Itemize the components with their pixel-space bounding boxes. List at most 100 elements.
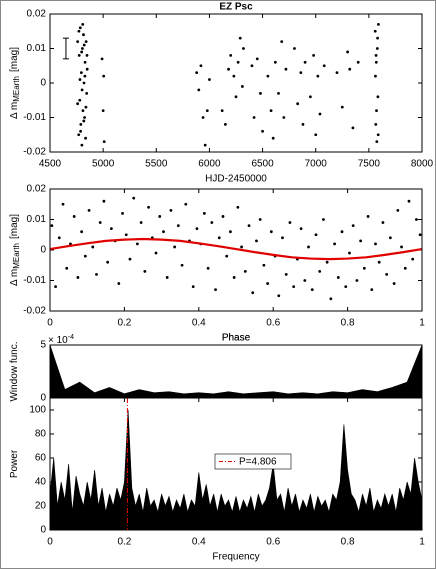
point bbox=[242, 47, 245, 50]
point bbox=[197, 88, 201, 92]
point bbox=[221, 215, 225, 218]
point bbox=[84, 105, 88, 109]
point bbox=[184, 202, 188, 206]
point bbox=[202, 212, 206, 215]
point bbox=[80, 50, 84, 54]
point bbox=[132, 196, 136, 200]
y-axis-label: Δ mMEarth [mag] bbox=[9, 214, 21, 286]
point bbox=[322, 64, 326, 68]
point bbox=[255, 239, 258, 243]
point bbox=[81, 22, 85, 26]
x-tick-label: 7000 bbox=[305, 159, 328, 170]
point bbox=[78, 26, 82, 30]
point bbox=[128, 257, 132, 261]
point bbox=[375, 140, 379, 144]
point bbox=[366, 215, 370, 218]
point bbox=[282, 116, 286, 119]
point bbox=[79, 123, 83, 126]
point bbox=[169, 208, 173, 212]
point bbox=[355, 279, 359, 282]
point bbox=[400, 245, 403, 249]
y-axis-label: Δ mMEarth [mag] bbox=[9, 47, 21, 119]
point bbox=[344, 285, 348, 288]
y-axis-label-main: Window func. bbox=[9, 341, 20, 401]
point bbox=[376, 36, 379, 40]
point bbox=[374, 242, 377, 246]
point bbox=[80, 143, 84, 147]
point bbox=[82, 119, 86, 123]
point bbox=[403, 266, 407, 270]
point bbox=[81, 109, 85, 112]
point bbox=[277, 91, 280, 95]
point bbox=[206, 266, 210, 270]
point bbox=[340, 105, 344, 109]
y-axis-label-unit: [mag] bbox=[9, 214, 20, 239]
point bbox=[261, 129, 264, 133]
x-tick-label: 0.2 bbox=[117, 318, 131, 329]
point bbox=[377, 22, 380, 26]
point bbox=[77, 54, 81, 57]
point bbox=[101, 109, 105, 112]
point bbox=[415, 218, 418, 221]
point bbox=[258, 218, 262, 221]
point bbox=[392, 282, 396, 285]
point bbox=[80, 230, 84, 234]
point bbox=[65, 266, 69, 270]
y-tick-label: 40 bbox=[35, 477, 47, 488]
point bbox=[173, 245, 177, 249]
point bbox=[269, 230, 273, 234]
point bbox=[381, 221, 385, 224]
x-tick-label: 0 bbox=[47, 318, 53, 329]
fit-line bbox=[49, 237, 423, 261]
point bbox=[100, 57, 104, 61]
point bbox=[210, 221, 214, 224]
point bbox=[232, 276, 236, 279]
point bbox=[385, 273, 389, 276]
y-tick-label: 5 bbox=[40, 340, 46, 351]
plot-frame bbox=[49, 13, 423, 153]
point bbox=[376, 95, 380, 99]
point bbox=[238, 36, 242, 40]
point bbox=[229, 54, 233, 57]
point bbox=[266, 282, 270, 285]
point bbox=[243, 269, 247, 273]
point bbox=[54, 285, 57, 288]
point bbox=[136, 242, 139, 246]
x-tick-label: 0.2 bbox=[117, 537, 131, 548]
point bbox=[299, 227, 303, 231]
point bbox=[322, 218, 325, 221]
point bbox=[217, 236, 221, 240]
point bbox=[375, 47, 379, 50]
point bbox=[329, 297, 333, 301]
y-tick-label: 0.01 bbox=[27, 214, 47, 225]
point bbox=[203, 143, 207, 147]
point bbox=[336, 276, 340, 279]
x-tick-label: 4500 bbox=[39, 159, 62, 170]
point bbox=[199, 64, 203, 68]
x-tick-label: 0.6 bbox=[266, 537, 280, 548]
y-tick-label: -0.01 bbox=[23, 275, 46, 286]
point bbox=[374, 123, 378, 126]
point bbox=[240, 245, 243, 249]
point bbox=[316, 74, 320, 78]
point bbox=[351, 224, 355, 228]
point bbox=[79, 71, 83, 75]
point bbox=[396, 208, 400, 212]
point bbox=[293, 47, 296, 50]
point bbox=[78, 78, 82, 81]
point bbox=[57, 236, 61, 240]
point bbox=[373, 29, 377, 33]
point bbox=[374, 60, 378, 64]
point bbox=[50, 224, 54, 228]
point bbox=[370, 288, 374, 292]
y-tick-label: 80 bbox=[35, 429, 47, 440]
point bbox=[236, 60, 240, 64]
plot-frame bbox=[49, 188, 423, 312]
point bbox=[76, 40, 80, 43]
point bbox=[266, 74, 270, 78]
point bbox=[77, 29, 81, 33]
point bbox=[176, 224, 180, 228]
point bbox=[255, 57, 259, 61]
point bbox=[250, 64, 254, 68]
point bbox=[143, 269, 147, 273]
